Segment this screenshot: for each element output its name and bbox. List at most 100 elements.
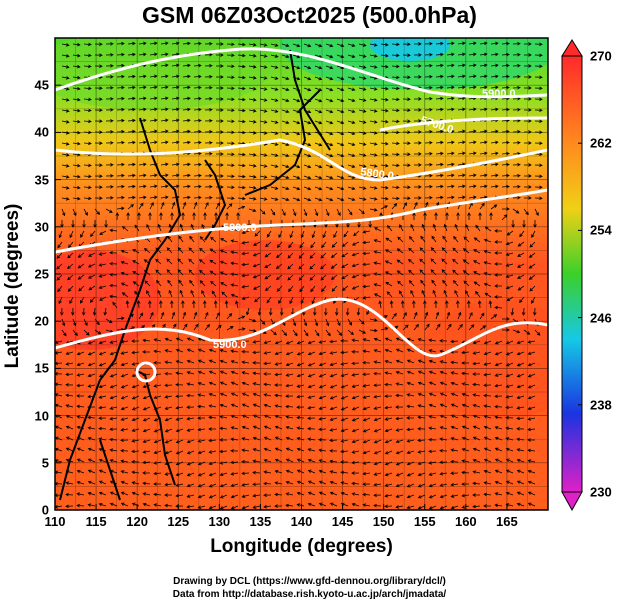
- wind-arrow: [270, 142, 279, 146]
- wind-arrow: [524, 86, 532, 90]
- wind-arrow: [446, 52, 455, 57]
- wind-arrow: [263, 372, 272, 376]
- wind-arrow: [204, 119, 213, 123]
- wind-arrow: [529, 241, 536, 248]
- wind-arrow: [527, 351, 536, 355]
- wind-arrow: [203, 212, 207, 220]
- wind-arrow: [204, 152, 213, 156]
- wind-arrow: [516, 351, 525, 356]
- wind-arrow: [389, 300, 394, 309]
- wind-arrow: [318, 480, 327, 485]
- wind-arrow: [329, 417, 338, 421]
- wind-arrow: [450, 437, 459, 441]
- wind-arrow: [505, 384, 514, 388]
- wind-arrow: [109, 228, 118, 233]
- wind-arrow: [329, 339, 338, 344]
- wind-arrow: [534, 141, 543, 146]
- wind-arrow: [146, 290, 151, 298]
- wind-arrow: [362, 284, 371, 289]
- wind-arrow: [120, 448, 129, 453]
- wind-arrow: [362, 240, 371, 245]
- wind-arrow: [501, 214, 508, 221]
- wind-arrow: [358, 164, 367, 168]
- wind-arrow: [340, 470, 349, 475]
- wind-arrow: [175, 450, 184, 455]
- wind-arrow: [325, 87, 334, 92]
- wind-arrow: [241, 230, 250, 235]
- wind-arrow: [138, 195, 147, 200]
- wind-arrow: [296, 415, 305, 420]
- x-tick-label: 120: [126, 514, 149, 529]
- wind-arrow: [472, 458, 481, 463]
- wind-arrow: [105, 163, 114, 167]
- colorbar-tick-label: 262: [590, 135, 612, 151]
- wind-arrow: [473, 271, 481, 276]
- wind-arrow: [175, 461, 184, 466]
- wind-arrow: [288, 241, 294, 249]
- wind-arrow: [252, 340, 261, 344]
- wind-arrow: [216, 174, 224, 178]
- wind-arrow: [164, 417, 173, 422]
- wind-arrow: [351, 406, 360, 411]
- wind-arrow: [109, 272, 118, 277]
- wind-arrow: [285, 404, 294, 409]
- wind-arrow: [105, 53, 114, 57]
- wind-arrow: [424, 85, 433, 90]
- wind-arrow: [362, 450, 371, 455]
- wind-arrow: [252, 459, 261, 464]
- wind-arrow: [120, 459, 129, 464]
- wind-arrow: [65, 504, 74, 508]
- wind-arrow: [424, 151, 433, 156]
- wind-arrow: [490, 151, 499, 156]
- wind-arrow: [98, 416, 107, 420]
- wind-arrow: [296, 394, 305, 399]
- wind-arrow: [87, 373, 96, 378]
- wind-arrow: [439, 339, 448, 343]
- wind-arrow: [182, 311, 187, 320]
- wind-arrow: [406, 472, 415, 477]
- wind-arrow: [175, 417, 184, 421]
- wind-arrow: [402, 97, 411, 101]
- wind-arrow: [341, 252, 349, 258]
- wind-arrow: [483, 383, 492, 387]
- wind-arrow: [149, 63, 158, 68]
- wind-arrow: [120, 502, 129, 507]
- wind-arrow: [120, 470, 129, 474]
- wind-arrow: [61, 329, 67, 337]
- wind-arrow: [512, 162, 521, 167]
- wind-arrow: [252, 403, 261, 408]
- wind-arrow: [353, 230, 360, 237]
- wind-arrow: [533, 220, 537, 228]
- wind-arrow: [395, 393, 404, 398]
- wind-arrow: [226, 130, 235, 135]
- wind-arrow: [351, 417, 360, 422]
- wind-arrow: [241, 414, 250, 419]
- wind-arrow: [193, 96, 202, 101]
- wind-arrow: [516, 427, 525, 431]
- wind-arrow: [94, 53, 103, 57]
- wind-arrow: [527, 502, 536, 507]
- wind-arrow: [505, 447, 514, 452]
- wind-arrow: [329, 351, 338, 355]
- wind-arrow: [188, 258, 195, 265]
- wind-arrow: [527, 491, 536, 496]
- wind-arrow: [524, 163, 532, 167]
- wind-arrow: [87, 274, 96, 279]
- wind-arrow: [479, 52, 488, 57]
- wind-arrow: [175, 439, 184, 444]
- wind-arrow: [369, 109, 378, 113]
- wind-arrow: [494, 394, 503, 399]
- wind-arrow: [281, 131, 290, 136]
- wind-arrow: [61, 131, 70, 135]
- wind-arrow: [230, 414, 239, 419]
- wind-arrow: [186, 450, 195, 455]
- wind-arrow: [281, 43, 290, 48]
- wind-arrow: [230, 349, 239, 354]
- wind-arrow: [186, 359, 195, 364]
- wind-arrow: [510, 307, 515, 316]
- wind-arrow: [330, 274, 338, 280]
- wind-arrow: [446, 85, 455, 90]
- wind-arrow: [473, 281, 481, 287]
- wind-arrow: [310, 241, 316, 249]
- wind-arrow: [193, 173, 202, 178]
